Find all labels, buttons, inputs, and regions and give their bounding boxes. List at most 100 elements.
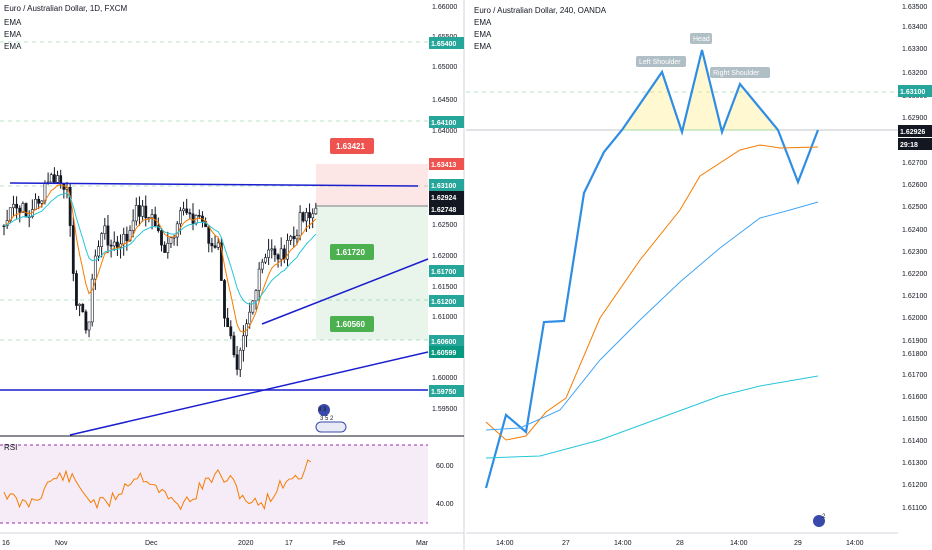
- candle-body: [24, 203, 28, 218]
- candle-body: [264, 257, 267, 263]
- left-price-tick: 1.64500: [432, 97, 457, 104]
- right-price-tick: 1.63400: [902, 24, 927, 31]
- right-price-tag-bg: [898, 125, 932, 137]
- candle-body: [270, 248, 274, 251]
- left-chart-title: Euro / Australian Dollar, 1D, FXCM: [4, 4, 128, 13]
- candle-body: [219, 242, 223, 281]
- pattern-label-bg: [690, 33, 712, 44]
- candle-body: [125, 233, 129, 242]
- candle-body: [43, 182, 47, 202]
- right-event-badge-icon: [813, 515, 825, 527]
- left-ema-2: EMA: [4, 30, 22, 39]
- left-price-tag-bg: [429, 295, 464, 307]
- right-price-line: [484, 49, 820, 489]
- event-badge-icon: [318, 404, 330, 416]
- candle-body: [87, 321, 91, 331]
- rising-trendline-lower: [69, 351, 429, 436]
- left-callout-bg: [330, 316, 374, 332]
- candle-body: [295, 235, 299, 240]
- rsi-band: [0, 445, 428, 523]
- right-price-tag: 29:18: [900, 142, 918, 149]
- left-price-tag-bg: [429, 158, 464, 170]
- left-price-tag: 1.62748: [431, 207, 456, 214]
- right-ema-3: EMA: [474, 42, 492, 51]
- left-price-tick: 1.62000: [432, 253, 457, 260]
- candle-body: [223, 280, 226, 319]
- candle-body: [169, 237, 173, 244]
- right-ema-line-cyan: [485, 375, 819, 459]
- left-price-tag-bg: [429, 179, 464, 191]
- left-time-tick: Mar: [416, 540, 429, 547]
- left-price-tag: 1.60600: [431, 339, 456, 346]
- left-price-tag: 1.62924: [431, 195, 456, 202]
- pattern-label: Left Shoulder: [639, 59, 681, 66]
- candle-body: [49, 174, 53, 183]
- candle-body: [15, 203, 19, 209]
- candle-body: [40, 200, 44, 204]
- candle-body: [229, 326, 233, 337]
- candle-body: [166, 243, 170, 253]
- candle-body: [273, 248, 277, 256]
- candle-body: [232, 335, 236, 356]
- left-price-tag-bg: [429, 203, 464, 215]
- left-callout: 1.63421: [336, 142, 365, 151]
- pattern-label-bg: [636, 56, 686, 67]
- candle-body: [122, 233, 126, 245]
- candle-body: [257, 268, 261, 291]
- candle-body: [160, 230, 163, 246]
- right-price-tick: 1.62000: [902, 315, 927, 322]
- left-price-tag: 1.61700: [431, 269, 456, 276]
- left-price-tag-bg: [429, 385, 464, 397]
- right-price-tick: 1.63300: [902, 46, 927, 53]
- candle-body: [112, 241, 116, 247]
- right-price-tick: 1.61100: [902, 505, 927, 512]
- right-time-tick: 29: [794, 540, 802, 547]
- pattern-label: Right Shoulder: [713, 70, 760, 77]
- candle-body: [213, 245, 217, 248]
- right-price-tick: 1.61400: [902, 438, 927, 445]
- event-badge-label: 8 3: [318, 407, 327, 413]
- candle-body: [304, 212, 308, 222]
- left-price-tag: 1.64100: [431, 120, 456, 127]
- candle-body: [75, 273, 78, 306]
- candle-body: [68, 187, 72, 226]
- right-price-tick: 1.61800: [902, 351, 927, 358]
- event-badge-label: 3 5 2: [320, 416, 334, 422]
- candle-body: [131, 220, 135, 231]
- event-badge-pill-icon: [315, 421, 347, 433]
- left-price-tag-bg: [429, 191, 464, 203]
- left-price-tag-bg: [429, 265, 464, 277]
- candle-body: [78, 303, 82, 306]
- candle-body: [150, 214, 154, 218]
- right-price-tick: 1.62700: [902, 160, 927, 167]
- left-time-tick: 2020: [238, 540, 254, 547]
- candle-body: [260, 261, 264, 270]
- left-price-tag: 1.63100: [431, 183, 456, 190]
- left-price-tag: 1.65400: [431, 41, 456, 48]
- candle-body: [197, 215, 201, 217]
- rsi-tick: 40.00: [436, 501, 454, 508]
- left-time-tick: 16: [2, 540, 10, 547]
- left-price-tick: 1.66000: [432, 4, 457, 11]
- right-event-badge-label: 2: [822, 514, 826, 520]
- candle-body: [248, 311, 252, 325]
- pattern-label: Head: [693, 36, 710, 43]
- candle-body: [207, 226, 211, 244]
- right-price-tag: 1.62926: [900, 129, 925, 136]
- candle-body: [251, 300, 255, 313]
- left-ema-1: EMA: [4, 18, 22, 27]
- candle-body: [21, 203, 25, 213]
- candle-body: [144, 205, 148, 219]
- candle-body: [242, 335, 245, 351]
- right-price-tick: 1.62600: [902, 182, 927, 189]
- candle-body: [109, 244, 113, 247]
- candle-body: [147, 217, 151, 219]
- left-time-tick: 17: [285, 540, 293, 547]
- left-ema-3: EMA: [4, 42, 22, 51]
- pattern-label-bg: [710, 67, 770, 78]
- left-price-tag-bg: [429, 37, 464, 49]
- candle-body: [191, 213, 195, 224]
- candle-body: [62, 183, 66, 190]
- left-price-tag-bg: [429, 116, 464, 128]
